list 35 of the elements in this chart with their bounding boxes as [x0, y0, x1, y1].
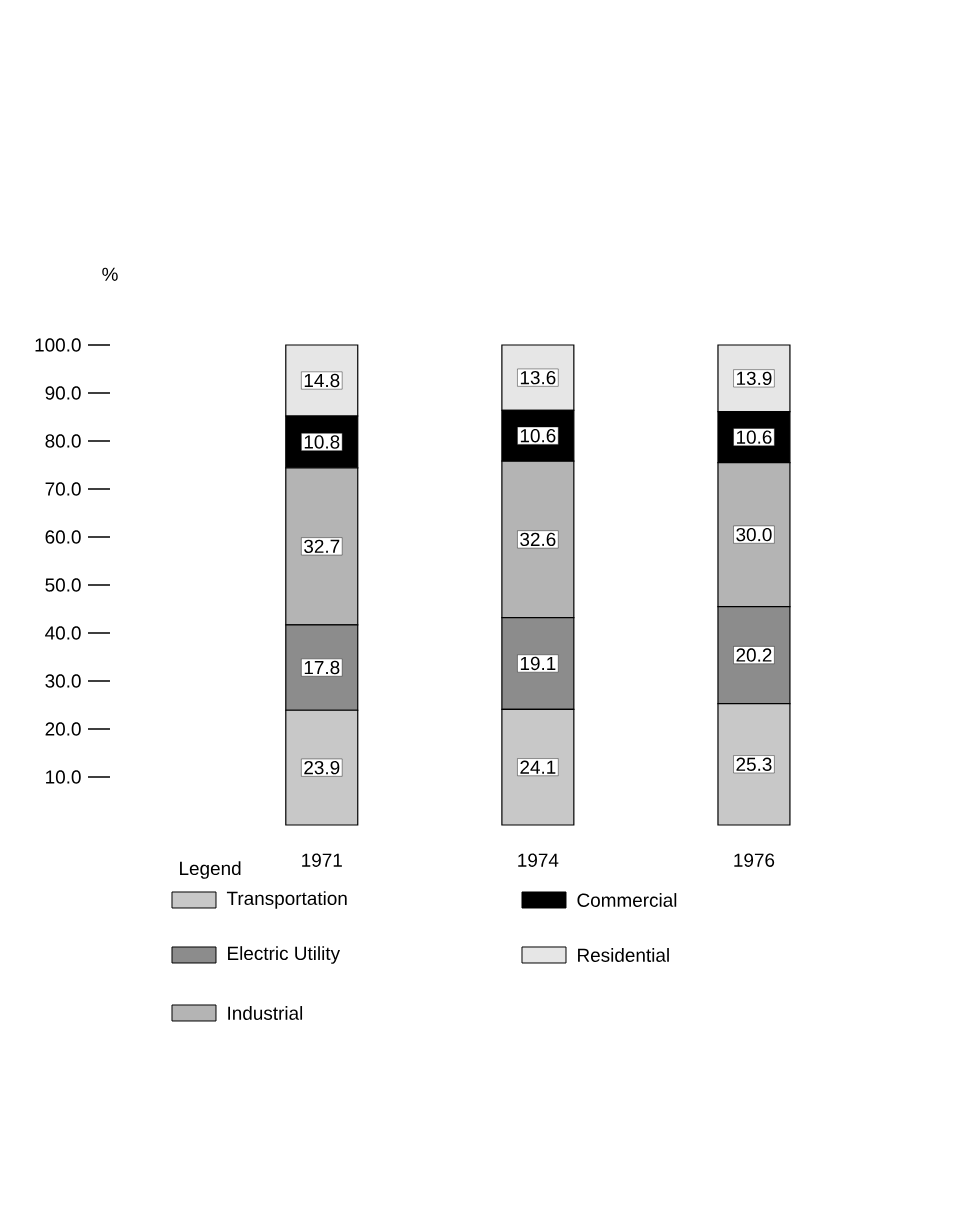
y-tick-label: 100.0 [35, 338, 81, 352]
data-label: 23.9 [304, 760, 340, 775]
y-tick-label: 50.0 [45, 578, 81, 592]
y-tick-label: 20.0 [45, 722, 81, 736]
data-label: 25.3 [736, 757, 772, 771]
x-tick-label: 1976 [734, 853, 775, 867]
data-label: 24.1 [520, 760, 556, 774]
y-tick-label: 80.0 [45, 434, 81, 448]
data-label: 10.8 [304, 435, 340, 449]
y-tick-label: 30.0 [45, 674, 81, 688]
data-label: 13.6 [520, 370, 556, 385]
x-tick-label: 1974 [518, 853, 559, 867]
x-tick-label: 1971 [302, 853, 342, 867]
data-label: 14.8 [304, 373, 340, 388]
data-label: 32.7 [304, 539, 340, 554]
y-tick-label: 40.0 [45, 626, 81, 640]
data-label: 30.0 [736, 527, 772, 542]
data-label: 20.2 [736, 648, 772, 662]
legend-label: Commercial [577, 893, 677, 907]
legend-label: Transportation [226, 891, 347, 909]
data-label: 17.8 [304, 660, 340, 675]
y-axis-title: % [102, 267, 118, 281]
legend-label: Industrial [228, 1006, 303, 1020]
data-label: 13.9 [736, 371, 772, 386]
legend-title: Legend [180, 861, 241, 879]
y-tick-label: 70.0 [45, 482, 81, 496]
y-tick-label: 10.0 [46, 770, 81, 784]
data-label: 10.6 [520, 429, 556, 443]
y-tick-label: 90.0 [45, 386, 81, 400]
data-label: 19.1 [520, 656, 556, 671]
data-label: 10.6 [736, 430, 772, 444]
legend-label: Electric Utility [228, 946, 341, 964]
data-label: 32.6 [520, 532, 556, 547]
legend-label: Residential [578, 948, 669, 962]
y-tick-label: 60.0 [45, 530, 81, 544]
